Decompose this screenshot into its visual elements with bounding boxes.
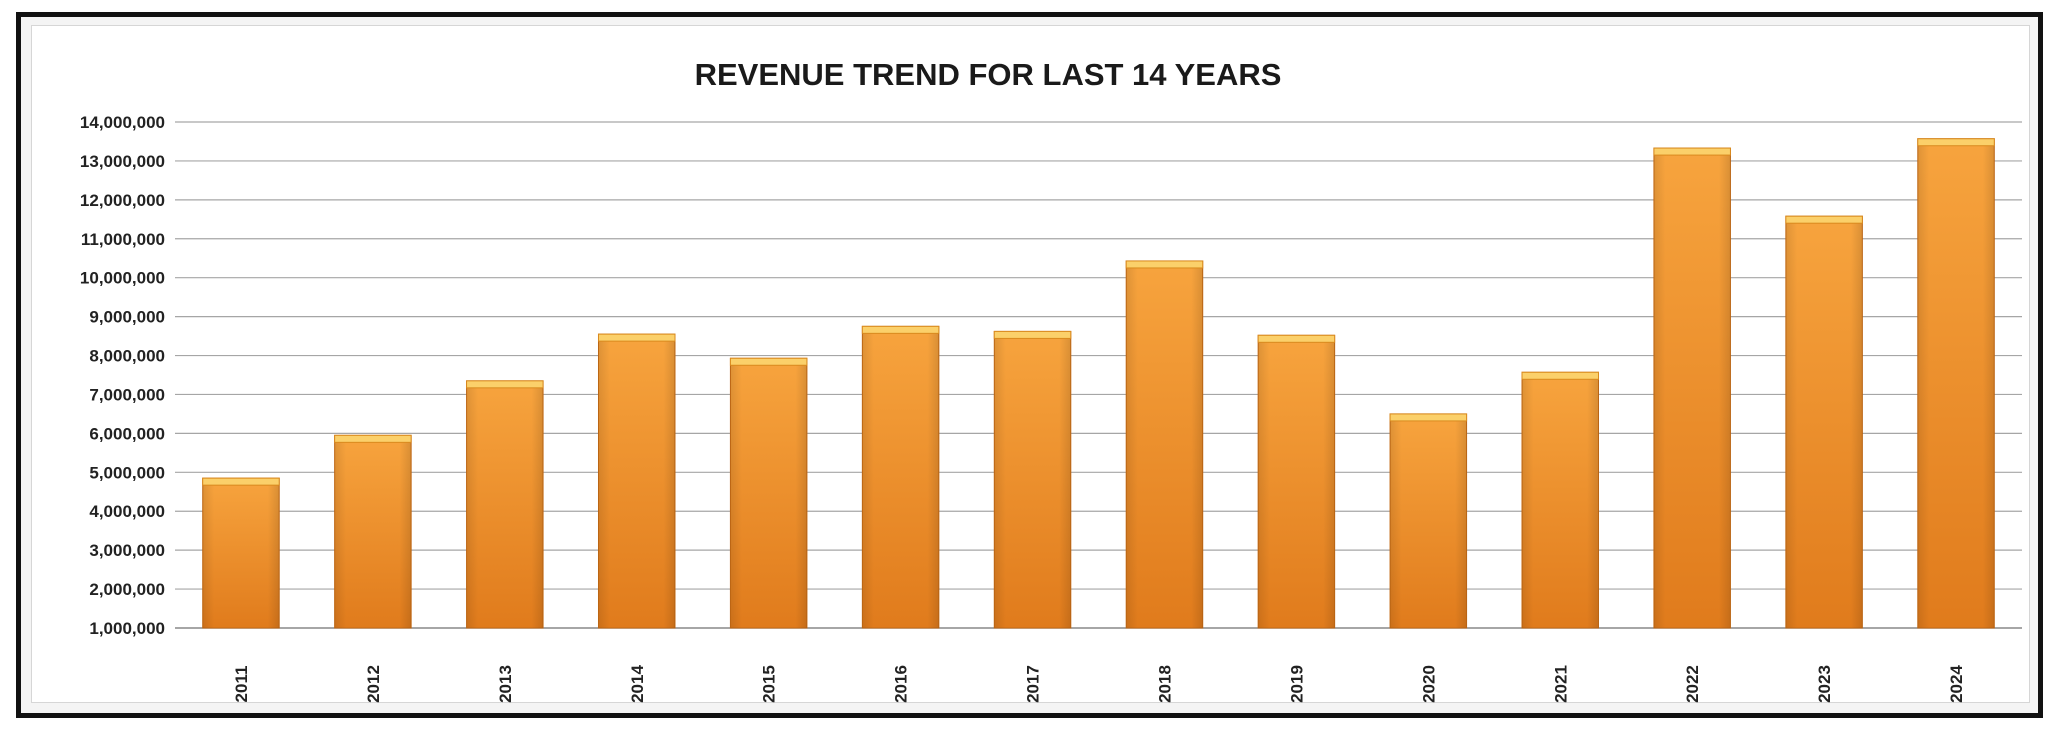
bar-2019 xyxy=(1257,334,1336,629)
y-tick-label: 8,000,000 xyxy=(89,347,165,366)
bar-2011 xyxy=(202,477,280,629)
bar-2024 xyxy=(1917,138,1995,629)
bar-cap xyxy=(1389,413,1468,422)
x-tick-label: 2022 xyxy=(1683,665,1702,703)
y-tick-label: 6,000,000 xyxy=(89,424,165,443)
bar-cap xyxy=(729,357,808,366)
bar-chart: REVENUE TREND FOR LAST 14 YEARS 1,000,00… xyxy=(80,57,2022,703)
y-tick-label: 4,000,000 xyxy=(89,502,165,521)
bar-shading xyxy=(202,478,280,628)
x-tick-label: 2018 xyxy=(1155,665,1174,703)
x-tick-label: 2019 xyxy=(1287,665,1306,703)
bar-2016 xyxy=(861,325,940,629)
chart-title: REVENUE TREND FOR LAST 14 YEARS xyxy=(695,57,1282,92)
y-axis-ticks: 1,000,000 2,000,000 3,000,000 4,000,000 5,00… xyxy=(80,113,165,638)
bar-2018 xyxy=(1125,260,1204,629)
bar-2015 xyxy=(729,357,808,629)
x-tick-label: 2016 xyxy=(892,665,911,703)
bar-2017 xyxy=(993,330,1072,629)
y-tick-label: 9,000,000 xyxy=(89,308,165,327)
x-tick-label: 2015 xyxy=(760,665,779,703)
y-tick-label: 3,000,000 xyxy=(89,541,165,560)
bar-shading xyxy=(730,358,807,628)
bar-2012 xyxy=(334,434,412,629)
chart-panel: REVENUE TREND FOR LAST 14 YEARS 1,000,00… xyxy=(31,25,2030,703)
bar-shading xyxy=(1521,372,1599,628)
y-tick-label: 2,000,000 xyxy=(89,580,165,599)
bar-2022 xyxy=(1653,147,1731,629)
bar-2020 xyxy=(1389,413,1468,629)
y-tick-label: 10,000,000 xyxy=(80,269,165,288)
bar-shading xyxy=(1917,138,1995,628)
bar-shading xyxy=(1390,413,1467,628)
x-tick-label: 2012 xyxy=(364,665,383,703)
x-tick-label: 2017 xyxy=(1024,665,1043,703)
chart-frame: REVENUE TREND FOR LAST 14 YEARS 1,000,00… xyxy=(16,12,2043,718)
bar-2014 xyxy=(597,333,676,629)
bar-cap xyxy=(861,325,940,334)
x-tick-label: 2011 xyxy=(232,666,251,703)
x-tick-label: 2020 xyxy=(1419,665,1438,703)
bar-shading xyxy=(1653,148,1731,628)
bar-2021 xyxy=(1521,371,1600,629)
bar-shading xyxy=(334,435,412,628)
y-tick-label: 11,000,000 xyxy=(81,230,165,249)
y-tick-label: 1,000,000 xyxy=(89,619,165,638)
x-axis-ticks: 2011 2012 2013 2014 2015 2016 2017 2018 2019 2020… xyxy=(232,665,1966,703)
bar-cap xyxy=(1785,215,1863,224)
bar-cap xyxy=(1125,260,1204,269)
bar-cap xyxy=(1521,371,1600,380)
bar-2013 xyxy=(466,380,544,629)
bar-cap xyxy=(202,477,280,486)
bar-shading xyxy=(1126,260,1203,628)
bar-cap xyxy=(1917,138,1995,147)
bar-cap xyxy=(466,380,544,389)
bar-shading xyxy=(862,326,939,628)
bar-cap xyxy=(334,434,412,443)
y-tick-label: 12,000,000 xyxy=(80,191,165,210)
bar-shading xyxy=(994,331,1071,628)
bar-cap xyxy=(993,330,1072,339)
x-tick-label: 2024 xyxy=(1947,665,1966,703)
bar-shading xyxy=(1785,216,1863,628)
bar-2023 xyxy=(1785,215,1863,629)
x-tick-label: 2014 xyxy=(628,665,647,703)
bar-shading xyxy=(598,334,676,628)
y-tick-label: 14,000,000 xyxy=(80,113,165,132)
y-tick-label: 5,000,000 xyxy=(89,463,165,482)
x-tick-label: 2021 xyxy=(1551,665,1570,703)
grid-lines xyxy=(175,121,2022,629)
y-tick-label: 7,000,000 xyxy=(89,385,165,404)
x-tick-label: 2013 xyxy=(496,665,515,703)
bar-shading xyxy=(466,380,544,628)
x-tick-label: 2023 xyxy=(1815,665,1834,703)
bar-shading xyxy=(1258,335,1335,628)
y-tick-label: 13,000,000 xyxy=(80,152,165,171)
bars xyxy=(202,138,1995,629)
bar-cap xyxy=(1653,147,1731,156)
bar-cap xyxy=(1257,334,1336,343)
bar-cap xyxy=(597,333,676,342)
